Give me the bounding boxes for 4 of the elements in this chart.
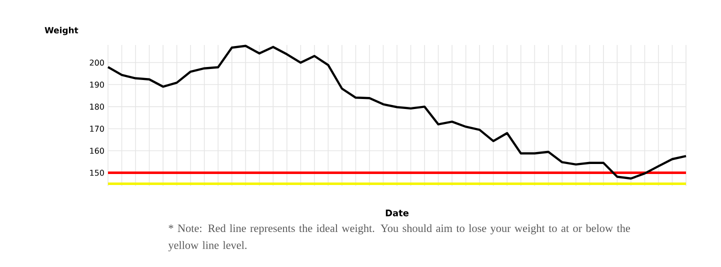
line-series bbox=[106, 44, 688, 180]
x-axis-title: Date bbox=[386, 210, 409, 216]
chart-title: Weight bbox=[44, 26, 78, 36]
text: * Note: Red line represents the ideal weight. You should aim to lose your weight to at or below the yellow line level. bbox=[168, 224, 630, 252]
